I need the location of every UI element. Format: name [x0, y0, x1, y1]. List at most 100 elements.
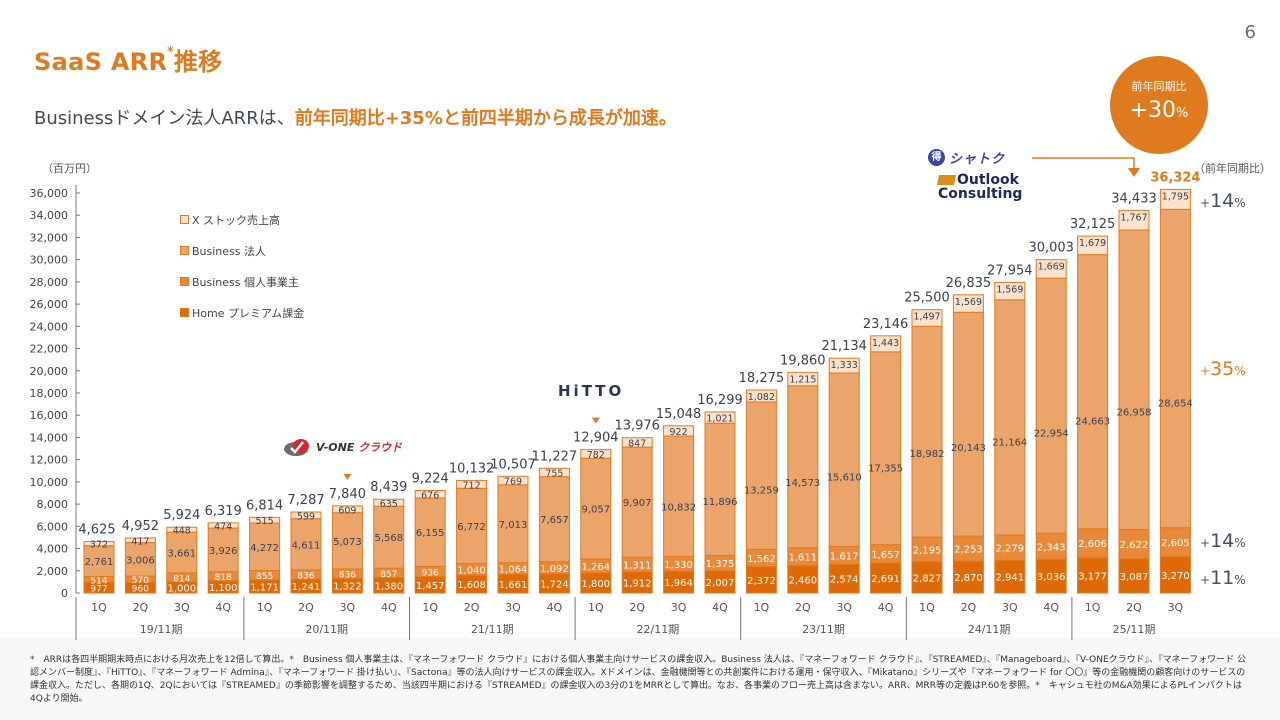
- x-tick-label: 3Q: [1168, 601, 1184, 614]
- yoy-tag-x-stock: +14%: [1200, 190, 1246, 212]
- bar-segment-label: 1,569: [955, 297, 982, 308]
- bar-segment-label: 1,021: [706, 414, 733, 425]
- bar-segment-label: 847: [628, 438, 646, 449]
- bar-total-label: 7,840: [329, 487, 366, 502]
- page-number: 6: [1244, 22, 1256, 43]
- x-tick-label: 3Q: [836, 601, 852, 614]
- bar-segment: [994, 299, 1026, 536]
- bar-segment-label: 3,177: [1078, 571, 1107, 582]
- bar-segment-label: 21,164: [992, 438, 1027, 449]
- bar-segment: [414, 497, 446, 567]
- bar-total-label: 30,003: [1028, 241, 1074, 256]
- yoy-circle-badge: 前年同期比 +30%: [1110, 56, 1208, 154]
- bar-segment-label: 1,497: [913, 312, 940, 323]
- bar-segment: [1077, 557, 1109, 594]
- legend-item-x-stock: X ストック売上高: [180, 204, 304, 235]
- bar-segment-label: 7,013: [499, 520, 528, 531]
- bar-segment-label: 3,087: [1120, 572, 1149, 583]
- bar-segment-label: 2,941: [995, 573, 1024, 584]
- bar-segment-label: 5,073: [333, 537, 362, 548]
- bar-segment: [787, 565, 819, 594]
- bar-segment: [911, 325, 943, 538]
- footer-band: [0, 638, 1280, 720]
- bar-segment-label: 836: [297, 572, 314, 582]
- y-tick-label: 8,000: [37, 498, 69, 511]
- bar-segment-label: 836: [339, 571, 356, 581]
- bar-segment: [994, 559, 1026, 594]
- bar-segment: [870, 562, 902, 594]
- bar-total-label: 36,324: [1150, 170, 1200, 185]
- bar-segment-label: 2,606: [1078, 539, 1107, 550]
- bar-total-label: 26,835: [946, 276, 992, 291]
- bar-segment-label: 1,322: [333, 582, 362, 593]
- bar-segment-label: 417: [131, 536, 149, 547]
- outlook-consulting-logo: Outlook Consulting: [936, 173, 1022, 201]
- bar-total-label: 13,976: [614, 419, 660, 434]
- bar-segment-label: 26,958: [1117, 408, 1152, 419]
- bar-segment-label: 570: [132, 576, 149, 586]
- x-tick-label: 4Q: [1043, 601, 1059, 614]
- acquisition-marker-icon: [343, 473, 352, 480]
- bar-total-label: 6,319: [205, 504, 242, 519]
- subtitle-highlight: 前年同期比+35%と前四半期から成長が加速。: [294, 108, 677, 129]
- bar-segment-label: 1,040: [457, 565, 486, 576]
- bar-total-label: 5,924: [163, 508, 200, 523]
- bar-segment-label: 20,143: [951, 443, 986, 454]
- bar-total-label: 18,275: [739, 371, 785, 386]
- bar-segment: [621, 446, 653, 558]
- title-text: SaaS ARR: [34, 48, 168, 76]
- bar-segment-label: 1,092: [540, 564, 569, 575]
- bar-segment-label: 3,006: [126, 555, 155, 566]
- bar-segment-label: 24,663: [1075, 417, 1110, 428]
- bar-segment: [952, 535, 984, 562]
- bar-segment: [663, 435, 695, 557]
- y-axis-unit-label: （百万円）: [42, 162, 97, 175]
- period-label: 22/11期: [637, 623, 680, 636]
- bar-segment: [745, 401, 777, 550]
- y-tick-label: 24,000: [30, 320, 69, 333]
- legend-item-business-corp: Business 法人: [180, 235, 304, 266]
- hitto-logo-text: HiTTO: [558, 382, 625, 400]
- bar-total-label: 25,500: [904, 291, 950, 306]
- bar-segment: [704, 422, 736, 556]
- bar-segment-label: 1,617: [830, 551, 859, 562]
- bar-segment-label: 1,724: [540, 579, 569, 590]
- bar-segment-label: 372: [90, 540, 108, 551]
- bar-segment: [621, 437, 653, 448]
- bar-segment-label: 7,657: [540, 515, 569, 526]
- y-tick-label: 2,000: [37, 565, 69, 578]
- bar-segment-label: 635: [380, 499, 398, 510]
- bar-segment: [1035, 277, 1067, 534]
- bar-segment: [828, 372, 860, 547]
- bar-segment-label: 2,574: [830, 575, 859, 586]
- bar-segment: [538, 476, 570, 563]
- bar-segment-label: 1,215: [789, 374, 816, 385]
- bar-segment-label: 1,657: [871, 550, 900, 561]
- bar-segment-label: 755: [545, 468, 563, 479]
- x-tick-label: 4Q: [547, 601, 563, 614]
- bar-segment-label: 1,100: [209, 583, 238, 594]
- bar-segment-label: 814: [173, 574, 190, 584]
- bar-segment: [994, 534, 1026, 561]
- bar-segment-label: 1,000: [167, 583, 196, 594]
- bar-segment: [704, 411, 736, 424]
- bar-total-label: 21,134: [821, 339, 867, 354]
- yoy-tag-home-premium: +11%: [1200, 567, 1246, 589]
- bar-segment-label: 1,562: [747, 554, 776, 565]
- bar-segment-label: 474: [214, 521, 232, 532]
- bar-segment-label: 609: [338, 505, 356, 516]
- period-label: 21/11期: [471, 623, 514, 636]
- bar-segment-label: 1,457: [416, 581, 445, 592]
- bar-segment-label: 4,272: [250, 543, 279, 554]
- bar-segment-label: 3,036: [1037, 572, 1066, 583]
- bar-segment: [207, 522, 239, 529]
- legend-item-home-premium: Home プレミアム課金: [180, 297, 304, 328]
- yoy-circle-unit: %: [1176, 106, 1189, 121]
- bar-segment: [911, 561, 943, 594]
- bar-segment-label: 2,691: [871, 574, 900, 585]
- bar-segment-label: 855: [256, 572, 273, 582]
- bar-total-label: 34,433: [1111, 191, 1157, 206]
- x-tick-label: 1Q: [91, 601, 107, 614]
- bar-segment: [663, 425, 695, 437]
- yoy-value: 14: [1210, 190, 1235, 212]
